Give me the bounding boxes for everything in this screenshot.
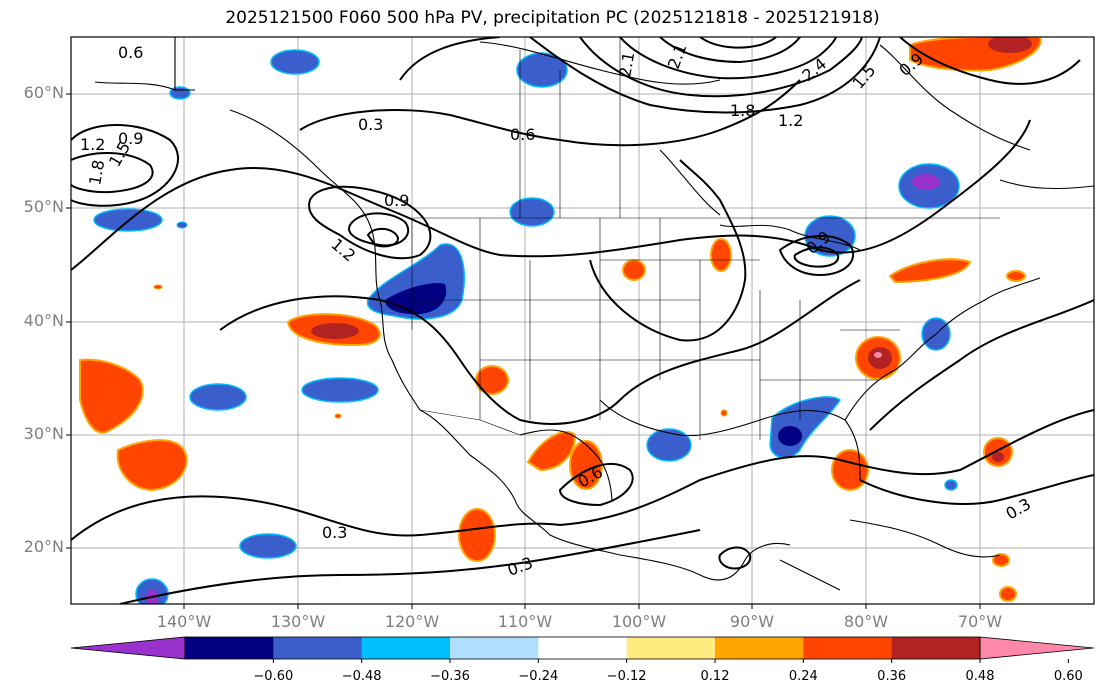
- colorbar-segment: [715, 637, 804, 659]
- gridlines: [71, 37, 1094, 604]
- colorbar-segments: [70, 636, 1095, 660]
- contour-label: 2.1: [615, 50, 638, 78]
- map-frame: [70, 36, 1095, 605]
- colorbar-tick-label: 0.24: [788, 669, 818, 684]
- lon-label-70w: 70°W: [957, 612, 1003, 631]
- axis-ticks: [66, 93, 981, 609]
- lon-label-140w: 140°W: [156, 612, 212, 631]
- contour-label: 0.3: [358, 115, 383, 134]
- colorbar-segment: [803, 637, 893, 659]
- colorbar-tick-label: −0.60: [253, 669, 294, 684]
- contour-label: 0.6: [510, 125, 535, 144]
- colorbar-segment: [450, 637, 539, 659]
- colorbar-tick-label: 0.12: [700, 669, 730, 684]
- colorbar-tick-label: −0.24: [518, 669, 559, 684]
- lon-label-120w: 120°W: [384, 612, 440, 631]
- colorbar-segment: [273, 637, 363, 659]
- lon-label-110w: 110°W: [497, 612, 553, 631]
- colorbar-segment: [361, 637, 451, 659]
- colorbar-segment: [185, 637, 274, 659]
- colorbar-tick-label: 0.60: [1053, 669, 1083, 684]
- contour-label: 1.2: [80, 135, 105, 154]
- contour-label: 1.8: [85, 158, 108, 186]
- colorbar-frame: [184, 636, 981, 660]
- colorbar-tick-label: 0.48: [965, 669, 995, 684]
- colorbar-tick-label: 0.36: [877, 669, 907, 684]
- lon-label-130w: 130°W: [270, 612, 326, 631]
- coastlines-and-borders: [94, 37, 1094, 591]
- colorbar-extend-high: [979, 636, 1095, 660]
- lon-label-90w: 90°W: [729, 612, 775, 631]
- lat-label-60n: 60°N: [23, 83, 64, 102]
- lon-label-100w: 100°W: [611, 612, 667, 631]
- lat-label-40n: 40°N: [23, 311, 64, 330]
- pv-contours: [71, 37, 1094, 604]
- colorbar-segment: [626, 637, 716, 659]
- lon-label-80w: 80°W: [843, 612, 889, 631]
- political-boundaries: [411, 37, 1000, 440]
- lat-label-30n: 30°N: [23, 424, 64, 443]
- colorbar-extend-low: [70, 636, 186, 660]
- contour-label: 1.2: [778, 111, 803, 130]
- colorbar-ticks: [272, 659, 1069, 663]
- contour-label: 0.9: [384, 191, 409, 210]
- colorbar-tick-label: −0.12: [606, 669, 647, 684]
- colorbar-tick-label: −0.36: [430, 669, 470, 684]
- colorbar-tick-label: −0.48: [341, 669, 382, 684]
- colorbar-segment: [891, 637, 981, 659]
- colorbar-segment: [538, 637, 628, 659]
- lat-label-50n: 50°N: [23, 197, 64, 216]
- contour-label: 1.8: [730, 101, 755, 120]
- contour-label: 0.9: [118, 129, 143, 148]
- precip-positive-areas: [79, 37, 1042, 602]
- map-title: 2025121500 F060 500 hPa PV, precipitatio…: [225, 8, 880, 28]
- contour-label: 0.3: [322, 523, 347, 542]
- contour-label: 0.6: [118, 43, 143, 62]
- lat-label-20n: 20°N: [23, 537, 64, 556]
